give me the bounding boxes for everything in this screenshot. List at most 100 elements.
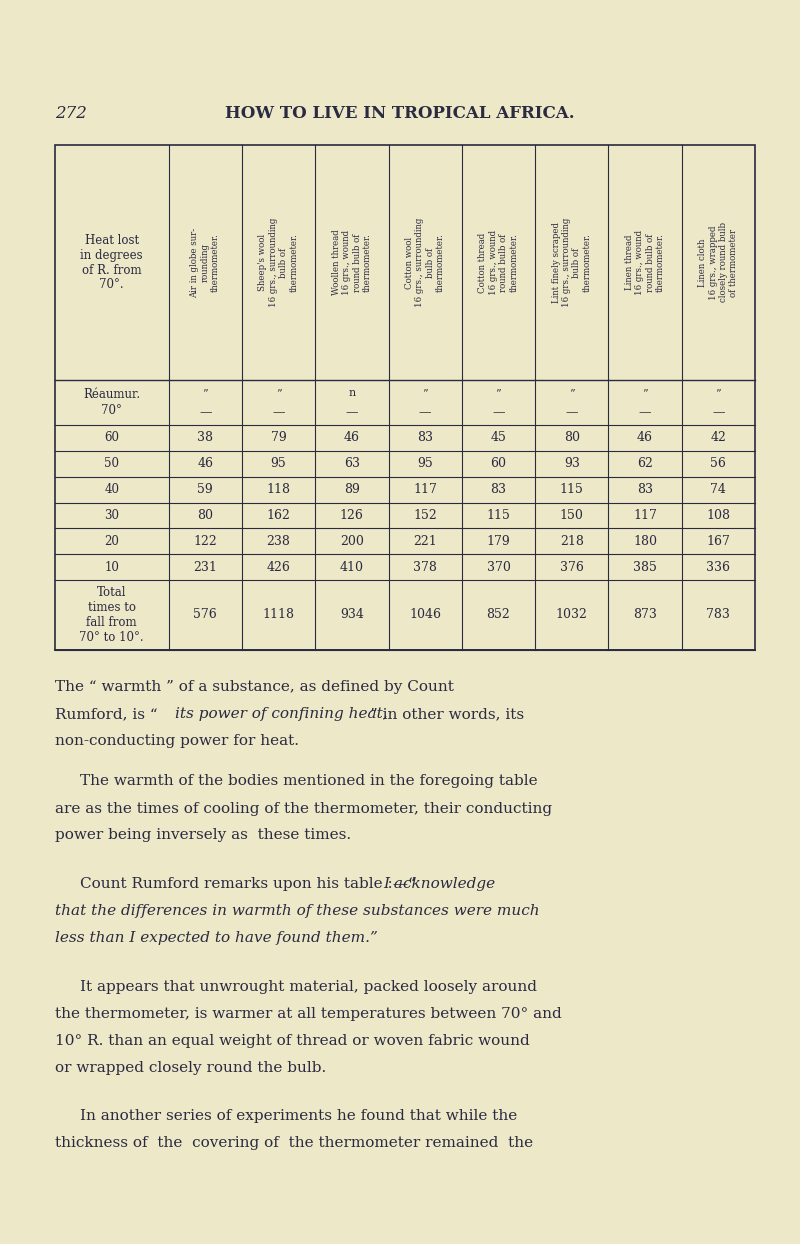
Text: Linen thread
16 grs., wound
round bulb of
thermometer.: Linen thread 16 grs., wound round bulb o… (625, 230, 665, 295)
Text: ”: ” (202, 388, 208, 398)
Text: 38: 38 (198, 432, 214, 444)
Text: —: — (566, 406, 578, 419)
Text: 410: 410 (340, 561, 364, 573)
Text: 162: 162 (266, 509, 290, 522)
Text: The “ warmth ” of a substance, as defined by Count: The “ warmth ” of a substance, as define… (55, 680, 454, 694)
Text: 93: 93 (564, 458, 580, 470)
Text: are as the times of cooling of the thermometer, their conducting: are as the times of cooling of the therm… (55, 801, 552, 816)
Bar (55, 146, 755, 651)
Text: 218: 218 (560, 535, 584, 547)
Text: 83: 83 (637, 483, 653, 496)
Text: 95: 95 (418, 458, 433, 470)
Text: 126: 126 (340, 509, 364, 522)
Text: 42: 42 (710, 432, 726, 444)
Text: 62: 62 (637, 458, 653, 470)
Text: 117: 117 (414, 483, 437, 496)
Text: 80: 80 (564, 432, 580, 444)
Text: 46: 46 (637, 432, 653, 444)
Text: 238: 238 (266, 535, 290, 547)
Text: 376: 376 (560, 561, 584, 573)
Text: 83: 83 (417, 432, 433, 444)
Text: 221: 221 (414, 535, 437, 547)
Text: 40: 40 (104, 483, 119, 496)
Text: or wrapped closely round the bulb.: or wrapped closely round the bulb. (55, 1061, 326, 1075)
Text: less than I expected to have found them.”: less than I expected to have found them.… (55, 931, 378, 945)
Text: 180: 180 (633, 535, 657, 547)
Text: 60: 60 (104, 432, 119, 444)
Text: 115: 115 (486, 509, 510, 522)
Text: 45: 45 (490, 432, 506, 444)
Text: thickness of  the  covering of  the thermometer remained  the: thickness of the covering of the thermom… (55, 1136, 533, 1151)
Text: 30: 30 (104, 509, 119, 522)
Text: 115: 115 (560, 483, 584, 496)
Text: 89: 89 (344, 483, 360, 496)
Text: 63: 63 (344, 458, 360, 470)
Text: 80: 80 (198, 509, 214, 522)
Text: ”: ” (276, 388, 282, 398)
Text: 385: 385 (633, 561, 657, 573)
Text: 122: 122 (194, 535, 217, 547)
Text: 1118: 1118 (262, 608, 294, 622)
Text: ”: ” (642, 388, 648, 398)
Text: 20: 20 (104, 535, 119, 547)
Text: It appears that unwrought material, packed loosely around: It appears that unwrought material, pack… (80, 980, 537, 994)
Text: Lint finely scraped
16 grs., surrounding
bulb of
thermometer.: Lint finely scraped 16 grs., surrounding… (552, 218, 592, 307)
Text: —: — (712, 406, 725, 419)
Text: 56: 56 (710, 458, 726, 470)
Text: 852: 852 (486, 608, 510, 622)
Text: 1032: 1032 (556, 608, 588, 622)
Text: 873: 873 (633, 608, 657, 622)
Text: non-conducting power for heat.: non-conducting power for heat. (55, 734, 299, 748)
Text: 426: 426 (266, 561, 290, 573)
Text: 272: 272 (55, 104, 87, 122)
Text: 108: 108 (706, 509, 730, 522)
Text: —: — (492, 406, 505, 419)
Text: Woollen thread
16 grs., wound
round bulb of
thermometer.: Woollen thread 16 grs., wound round bulb… (332, 230, 372, 295)
Text: 200: 200 (340, 535, 364, 547)
Text: 378: 378 (414, 561, 437, 573)
Text: Linen cloth
16 grs., wrapped
closely round bulb
of thermometer: Linen cloth 16 grs., wrapped closely rou… (698, 223, 738, 302)
Text: The warmth of the bodies mentioned in the foregoing table: The warmth of the bodies mentioned in th… (80, 775, 538, 789)
Text: n: n (348, 388, 355, 398)
Text: 46: 46 (344, 432, 360, 444)
Text: —: — (419, 406, 431, 419)
Text: 336: 336 (706, 561, 730, 573)
Text: I acknowledge: I acknowledge (383, 877, 495, 891)
Text: Rumford, is “: Rumford, is “ (55, 707, 162, 722)
Text: Cotton thread
16 grs., wound
round bulb of
thermometer.: Cotton thread 16 grs., wound round bulb … (478, 230, 518, 295)
Text: ”: ” (715, 388, 721, 398)
Text: In another series of experiments he found that while the: In another series of experiments he foun… (80, 1110, 518, 1123)
Text: 118: 118 (266, 483, 290, 496)
Text: 150: 150 (560, 509, 584, 522)
Text: 783: 783 (706, 608, 730, 622)
Text: 10° R. than an equal weight of thread or woven fabric wound: 10° R. than an equal weight of thread or… (55, 1034, 530, 1047)
Text: HOW TO LIVE IN TROPICAL AFRICA.: HOW TO LIVE IN TROPICAL AFRICA. (225, 104, 575, 122)
Text: 50: 50 (104, 458, 119, 470)
Text: ”: ” (496, 388, 502, 398)
Text: the thermometer, is warmer at all temperatures between 70° and: the thermometer, is warmer at all temper… (55, 1006, 562, 1020)
Text: 370: 370 (486, 561, 510, 573)
Text: ”: ” (569, 388, 574, 398)
Text: 576: 576 (194, 608, 217, 622)
Text: —: — (272, 406, 285, 419)
Text: —: — (346, 406, 358, 419)
Text: power being inversely as  these times.: power being inversely as these times. (55, 829, 351, 842)
Text: 79: 79 (270, 432, 286, 444)
Text: —: — (639, 406, 651, 419)
Text: Réaumur.
70°: Réaumur. 70° (83, 388, 140, 417)
Text: Air in globe sur-
rounding
thermometer.: Air in globe sur- rounding thermometer. (190, 228, 220, 297)
Text: 10: 10 (104, 561, 119, 573)
Text: ” in other words, its: ” in other words, its (370, 707, 524, 722)
Text: Sheep's wool
16 grs., surrounding
bulb of
thermometer.: Sheep's wool 16 grs., surrounding bulb o… (258, 218, 298, 307)
Text: 74: 74 (710, 483, 726, 496)
Text: Total
times to
fall from
70° to 10°.: Total times to fall from 70° to 10°. (79, 586, 144, 644)
Text: —: — (199, 406, 211, 419)
Text: 231: 231 (194, 561, 217, 573)
Text: its power of confining heat,: its power of confining heat, (175, 707, 388, 722)
Text: 167: 167 (706, 535, 730, 547)
Text: 1046: 1046 (409, 608, 441, 622)
Text: 46: 46 (198, 458, 214, 470)
Text: 59: 59 (198, 483, 213, 496)
Text: Count Rumford remarks upon his table :—“: Count Rumford remarks upon his table :—“ (80, 877, 421, 891)
Text: ”: ” (422, 388, 428, 398)
